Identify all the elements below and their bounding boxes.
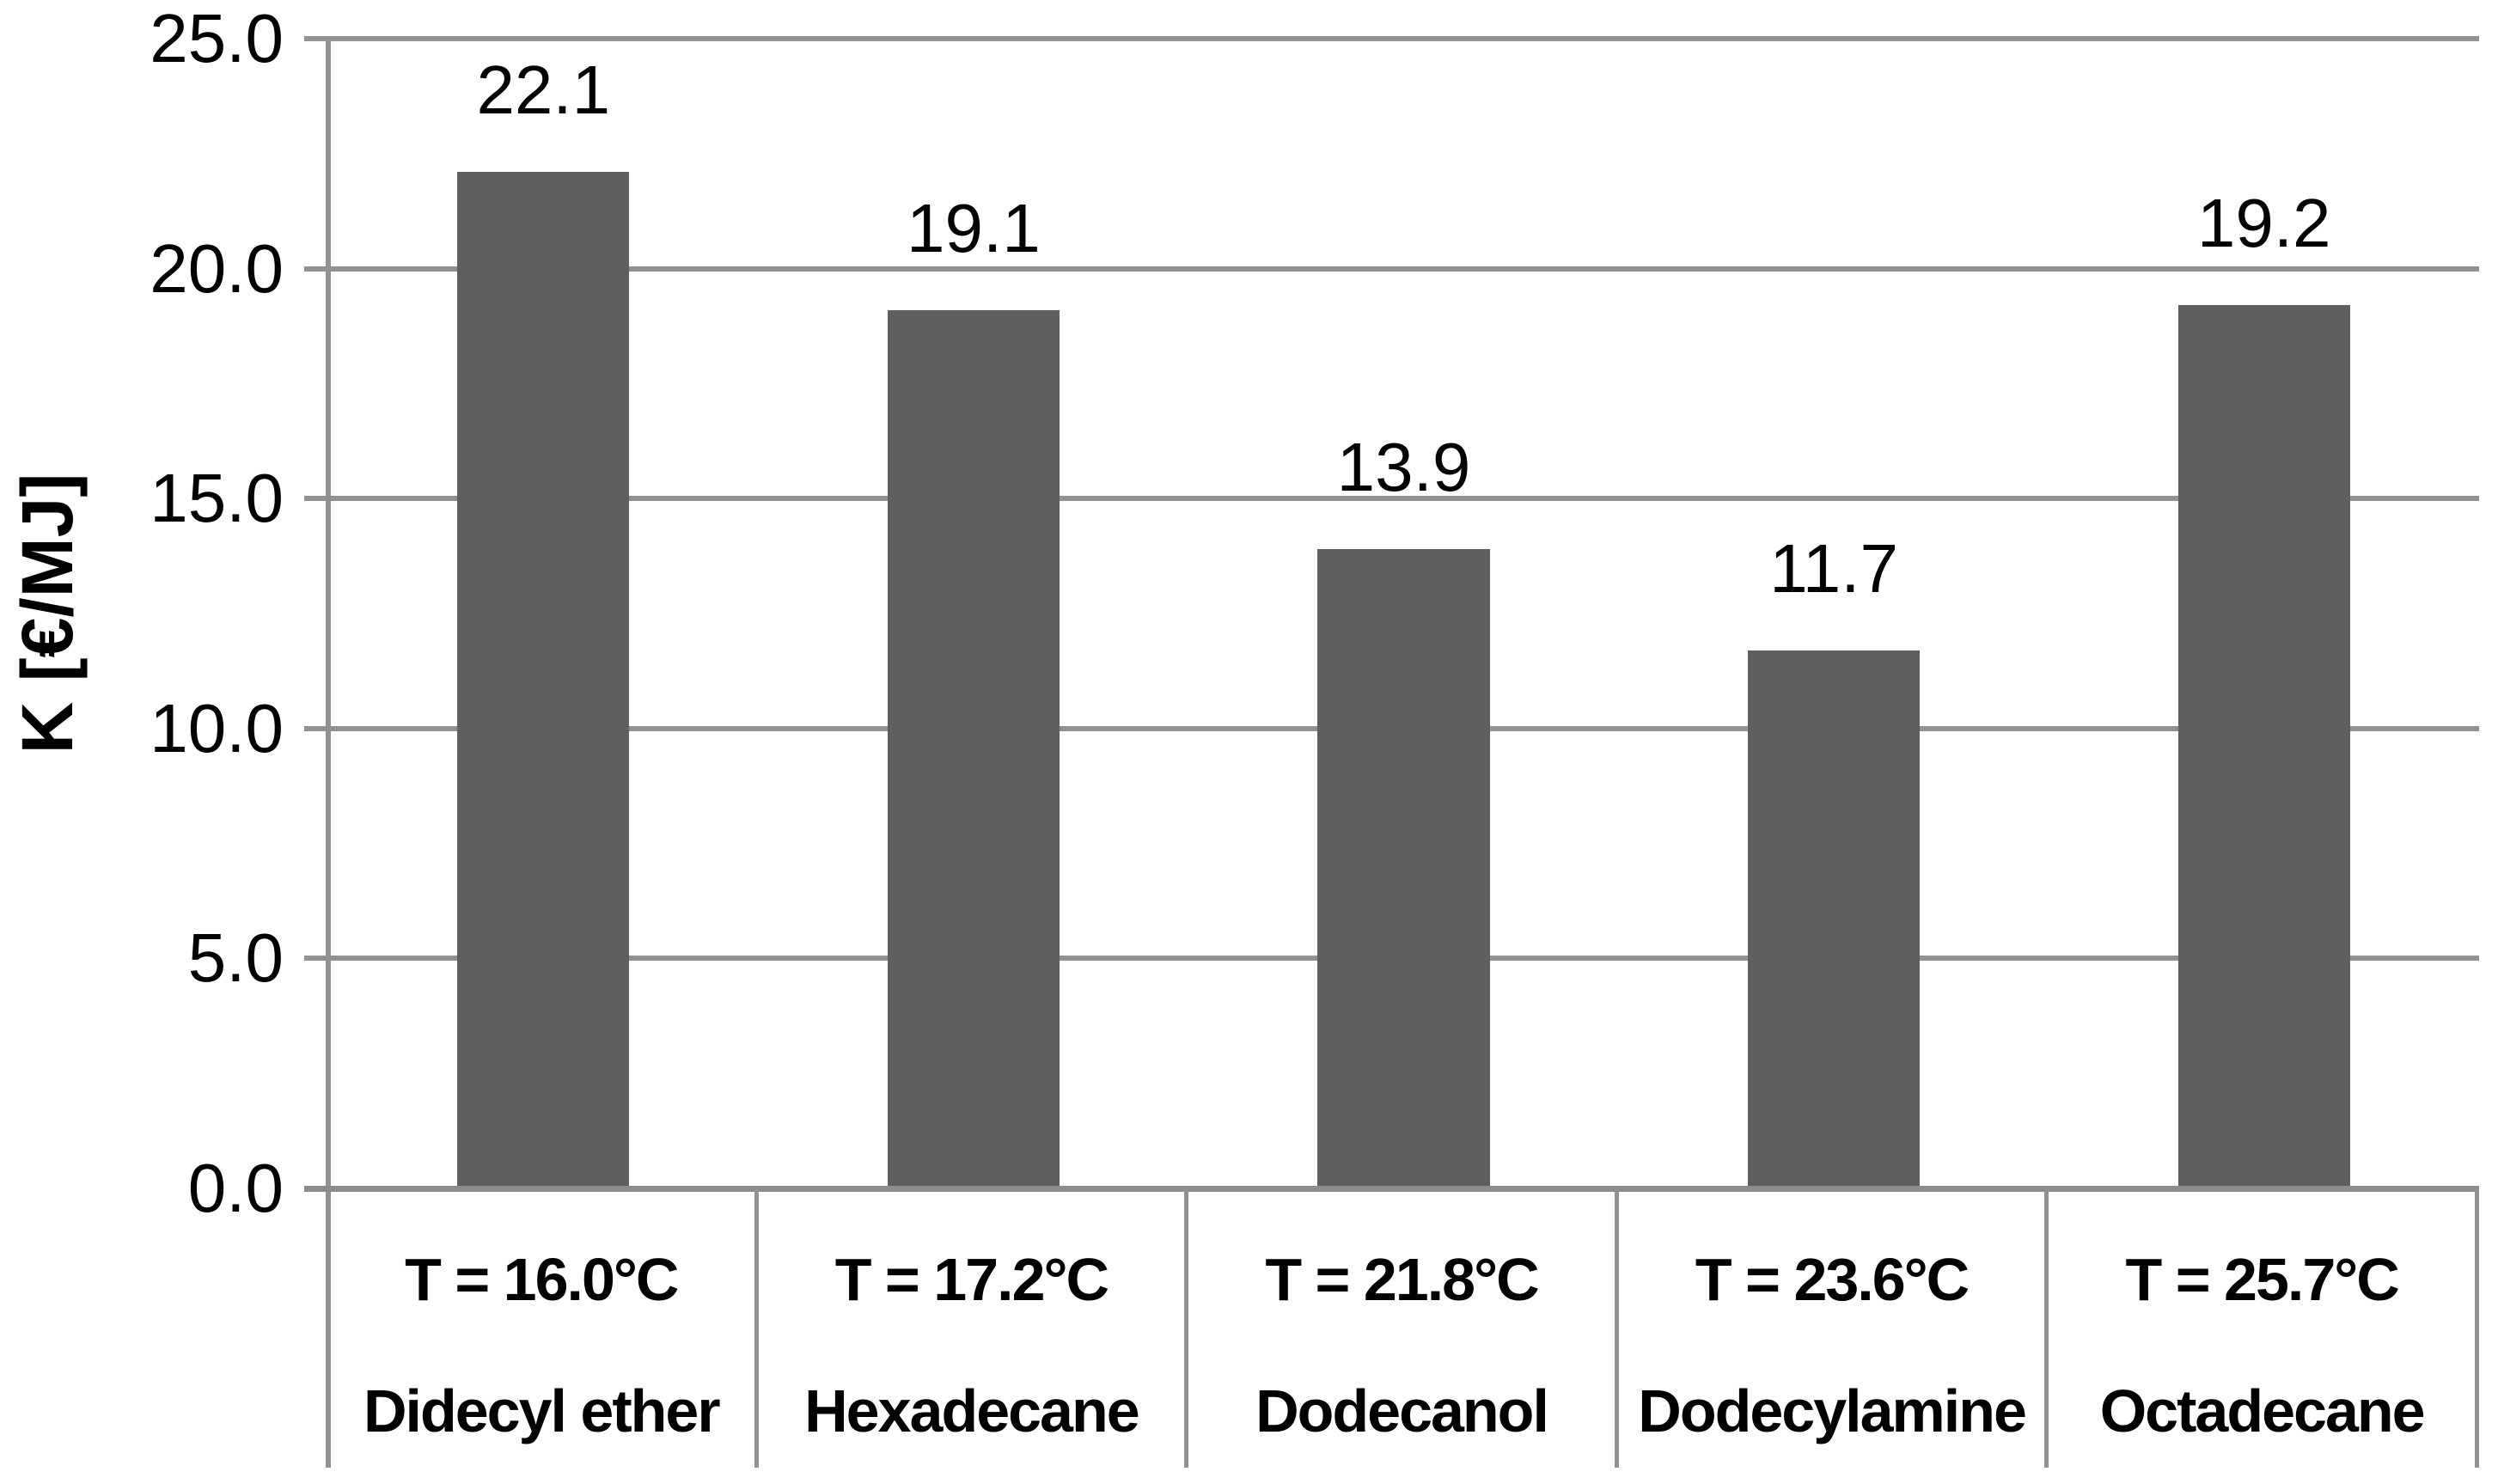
bar-column: 19.2 — [2049, 39, 2479, 1188]
y-axis-title: K [€/MJ] — [7, 473, 88, 754]
bar-data-label: 13.9 — [1336, 429, 1471, 506]
y-axis-line — [326, 39, 331, 1468]
bar-column: 22.1 — [328, 39, 759, 1188]
y-tick-label: 0.0 — [187, 1150, 284, 1226]
category-cell: T = 23.6°C Dodecylamine — [1614, 1188, 2045, 1468]
category-cell: T = 25.7°C Octadecane — [2044, 1188, 2479, 1468]
y-axis-tick — [304, 266, 328, 272]
y-axis-tick — [304, 725, 328, 731]
category-cell: T = 17.2°C Hexadecane — [754, 1188, 1185, 1468]
bar-column: 13.9 — [1188, 39, 1619, 1188]
bar — [1747, 650, 1921, 1188]
x-axis-line — [304, 1186, 2479, 1192]
bar-data-label: 19.2 — [2196, 185, 2331, 262]
bar — [887, 309, 1060, 1188]
y-axis-tick — [304, 36, 328, 41]
y-tick-label: 20.0 — [150, 229, 284, 307]
category-cell: T = 16.0°C Didecyl ether — [328, 1188, 754, 1468]
category-temperature-label: T = 17.2°C — [834, 1246, 1109, 1313]
gridline — [328, 36, 2479, 41]
bars-layer: 22.1 19.1 13.9 11.7 19.2 — [328, 39, 2479, 1188]
category-temperature-label: T = 16.0°C — [405, 1246, 679, 1313]
category-temperature-label: T = 23.6°C — [1695, 1246, 1970, 1313]
y-tick-label: 5.0 — [187, 919, 284, 997]
category-name-label: Octadecane — [2099, 1377, 2426, 1444]
bar-data-label: 19.1 — [907, 189, 1041, 266]
gridline — [328, 496, 2479, 502]
category-temperature-label: T = 25.7°C — [2125, 1246, 2400, 1313]
category-name-label: Dodecylamine — [1638, 1377, 2027, 1444]
gridline — [328, 266, 2479, 272]
y-axis-tick — [304, 956, 328, 962]
bar — [2177, 305, 2350, 1188]
category-cell: T = 21.8°C Dodecanol — [1184, 1188, 1615, 1468]
y-axis-tick — [304, 496, 328, 502]
bar-data-label: 11.7 — [1769, 529, 1898, 607]
category-temperature-label: T = 21.8°C — [1265, 1246, 1539, 1313]
y-tick-label: 10.0 — [150, 689, 284, 766]
bar-column: 19.1 — [759, 39, 1189, 1188]
bar-column: 11.7 — [1619, 39, 2049, 1188]
category-name-label: Hexadecane — [804, 1377, 1140, 1444]
category-name-label: Dodecanol — [1255, 1377, 1549, 1444]
y-tick-label: 25.0 — [150, 0, 284, 76]
x-axis-labels: T = 16.0°C Didecyl ether T = 17.2°C Hexadec… — [328, 1188, 2479, 1468]
bar-data-label: 22.1 — [476, 52, 611, 129]
category-name-label: Didecyl ether — [363, 1377, 721, 1444]
bar — [457, 172, 630, 1188]
bar — [1317, 549, 1490, 1188]
y-tick-label: 15.0 — [150, 460, 284, 537]
